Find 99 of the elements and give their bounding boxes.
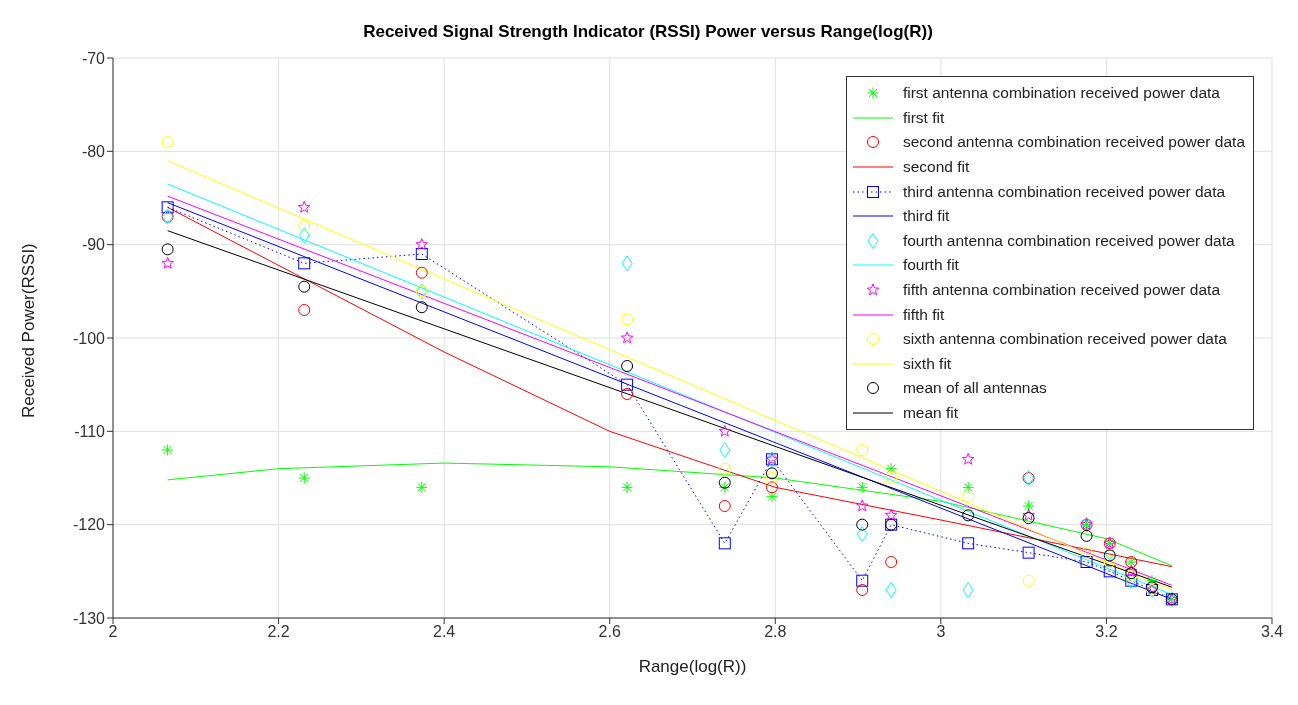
point — [298, 227, 310, 244]
point — [1080, 556, 1093, 568]
point — [962, 537, 975, 550]
point — [161, 444, 174, 456]
point — [962, 481, 975, 494]
point — [415, 266, 428, 279]
point — [718, 537, 731, 550]
point — [161, 256, 174, 269]
y-tick-label: -130 — [72, 609, 106, 627]
point — [718, 462, 731, 475]
point — [765, 472, 778, 484]
point — [298, 280, 311, 293]
point — [885, 472, 898, 484]
point — [1022, 574, 1035, 587]
point — [298, 304, 311, 316]
x-tick-label: 2.4 — [433, 623, 456, 641]
point — [962, 582, 974, 598]
legend-label: third fit — [902, 207, 950, 226]
x-tick-label: 2 — [108, 623, 118, 641]
legend-label: first fit — [902, 108, 945, 127]
point — [885, 556, 898, 568]
legend-label: third antenna combination received power data — [902, 182, 1226, 201]
point — [885, 582, 897, 598]
y-tick-label: -80 — [81, 143, 106, 161]
point — [718, 500, 731, 512]
point — [620, 331, 634, 344]
point — [885, 462, 898, 475]
point — [962, 490, 975, 503]
point — [1104, 544, 1116, 561]
legend-label: mean fit — [902, 404, 959, 423]
point — [415, 301, 428, 314]
point — [621, 481, 634, 494]
point — [415, 248, 428, 260]
point — [1080, 529, 1093, 542]
point — [1103, 565, 1116, 578]
legend-label: sixth fit — [902, 354, 952, 373]
point — [1022, 546, 1035, 559]
point — [298, 220, 311, 232]
point — [298, 200, 311, 213]
x-tick-label: 3.4 — [1260, 623, 1284, 641]
point — [621, 378, 634, 391]
y-tick-label: -70 — [81, 49, 106, 67]
point — [298, 472, 311, 484]
point — [1080, 546, 1093, 559]
point — [856, 574, 869, 587]
x-tick-label: 2.6 — [598, 623, 621, 641]
point — [415, 238, 428, 251]
point — [961, 452, 975, 465]
point — [621, 360, 634, 372]
point — [298, 257, 311, 270]
legend-label: first antenna combination received power data — [902, 84, 1220, 103]
point — [856, 526, 868, 542]
legend-label: fifth fit — [902, 305, 945, 324]
point — [719, 442, 731, 458]
x-tick-label: 3 — [936, 623, 946, 641]
legend-label: second antenna combination received power data — [902, 133, 1245, 152]
point — [718, 424, 731, 437]
x-tick-label: 2.2 — [267, 623, 290, 641]
legend-label: fourth fit — [902, 256, 959, 275]
point — [161, 243, 174, 256]
legend-label: fourth antenna combination received power data — [902, 231, 1235, 250]
x-tick-label: 3.2 — [1095, 623, 1118, 641]
legend-label: sixth antenna combination received power data — [902, 330, 1227, 349]
y-tick-label: -110 — [74, 423, 106, 441]
x-axis-title: Range(log(R)) — [638, 657, 747, 676]
point — [718, 476, 731, 489]
point — [856, 444, 869, 456]
point — [856, 481, 869, 494]
y-tick-label: -90 — [81, 236, 106, 254]
point — [765, 481, 778, 494]
point — [161, 201, 174, 214]
point — [621, 388, 634, 400]
point — [1022, 512, 1035, 525]
x-tick-label: 2.8 — [764, 623, 787, 641]
point — [765, 490, 778, 503]
point — [1103, 556, 1116, 568]
point — [962, 509, 975, 522]
legend-label: mean of all antennas — [902, 379, 1047, 398]
point — [856, 518, 869, 531]
point — [856, 499, 869, 512]
point — [1103, 549, 1116, 562]
legend-label: fifth antenna combination received power data — [902, 281, 1220, 300]
y-axis-title: Received Power(RSSI) — [19, 243, 39, 418]
point — [161, 136, 174, 148]
point — [856, 584, 869, 596]
chart-title: Received Signal Strength Indicator (RSSI) Power versus Range(log(R)) — [362, 22, 934, 42]
line-series — [167, 462, 1173, 567]
point — [765, 467, 778, 480]
point — [1022, 508, 1035, 521]
point — [718, 481, 731, 494]
point — [1022, 500, 1035, 512]
point — [1145, 574, 1158, 587]
legend-label: second fit — [902, 158, 970, 177]
y-tick-label: -120 — [72, 516, 106, 534]
point — [415, 481, 428, 494]
point — [621, 255, 633, 272]
point — [621, 313, 634, 326]
y-tick-label: -100 — [72, 329, 106, 347]
point — [884, 508, 898, 521]
